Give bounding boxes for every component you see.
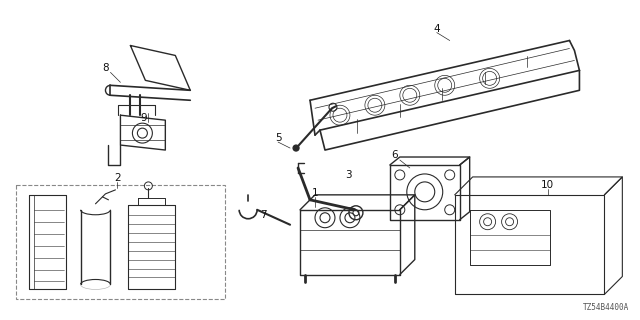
Text: 9: 9 bbox=[140, 113, 147, 123]
Text: 10: 10 bbox=[541, 180, 554, 190]
Text: 2: 2 bbox=[114, 173, 121, 183]
Text: 7: 7 bbox=[260, 210, 266, 220]
Text: TZ54B4400A: TZ54B4400A bbox=[583, 303, 629, 312]
Text: 3: 3 bbox=[346, 170, 352, 180]
Text: 5: 5 bbox=[275, 133, 282, 143]
Text: 1: 1 bbox=[312, 188, 318, 198]
Text: 6: 6 bbox=[392, 150, 398, 160]
Text: 4: 4 bbox=[433, 24, 440, 34]
Text: 8: 8 bbox=[102, 63, 109, 73]
Circle shape bbox=[293, 145, 299, 151]
